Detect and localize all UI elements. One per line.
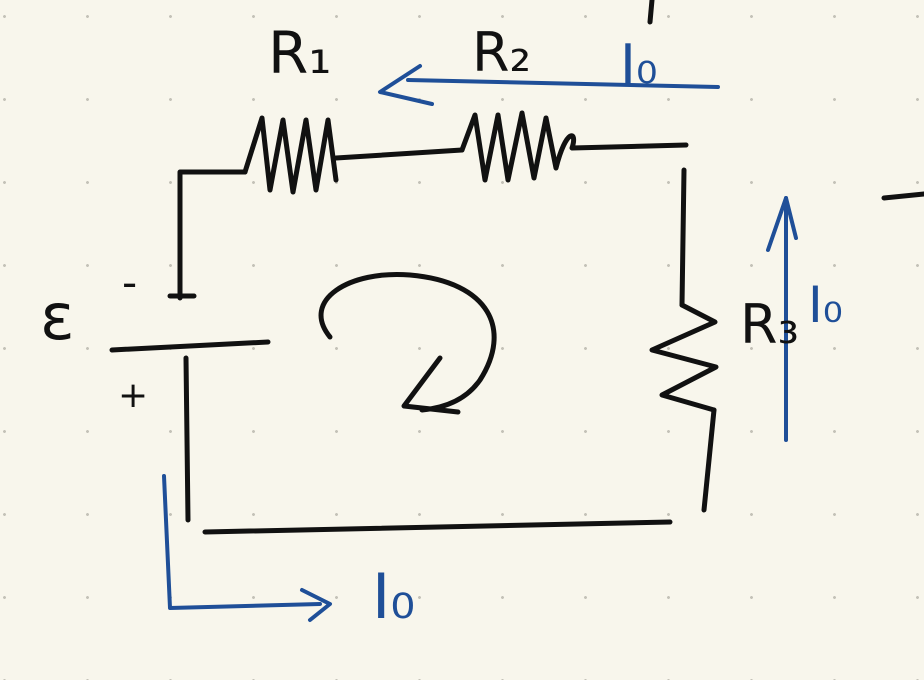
current-arrow-bottom xyxy=(162,474,322,610)
label-emf: ε xyxy=(40,281,75,355)
label-battery-plus: + xyxy=(118,375,149,416)
label-r1: R₁ xyxy=(268,19,332,87)
current-arrow-top-head xyxy=(378,64,434,106)
label-r2: R₂ xyxy=(472,21,532,84)
loop-direction-arrow xyxy=(318,271,497,413)
label-current-right: I₀ xyxy=(808,276,843,334)
stray-mark-right xyxy=(881,191,924,201)
resistor-r1-symbol xyxy=(242,115,339,195)
wire-left-lower xyxy=(183,355,191,523)
current-arrow-right-head xyxy=(766,196,798,252)
wire-right-upper xyxy=(679,167,687,308)
loop-arrow-head xyxy=(401,355,461,415)
label-current-bottom: I₀ xyxy=(372,560,416,633)
stray-mark-top xyxy=(647,0,655,25)
battery-positive-plate xyxy=(109,339,271,353)
resistor-r2-symbol xyxy=(459,110,689,183)
label-current-top: I₀ xyxy=(620,33,658,96)
label-battery-minus: - xyxy=(122,258,138,307)
current-arrow-top xyxy=(406,78,720,89)
label-r3: R₃ xyxy=(740,293,800,356)
wire-r1-r2 xyxy=(333,147,465,161)
wire-bottom xyxy=(202,519,673,535)
current-arrow-bottom-head xyxy=(300,588,332,622)
resistor-r3-symbol xyxy=(649,302,719,413)
wire-right-lower xyxy=(701,407,717,513)
wire-top-left xyxy=(177,169,248,301)
